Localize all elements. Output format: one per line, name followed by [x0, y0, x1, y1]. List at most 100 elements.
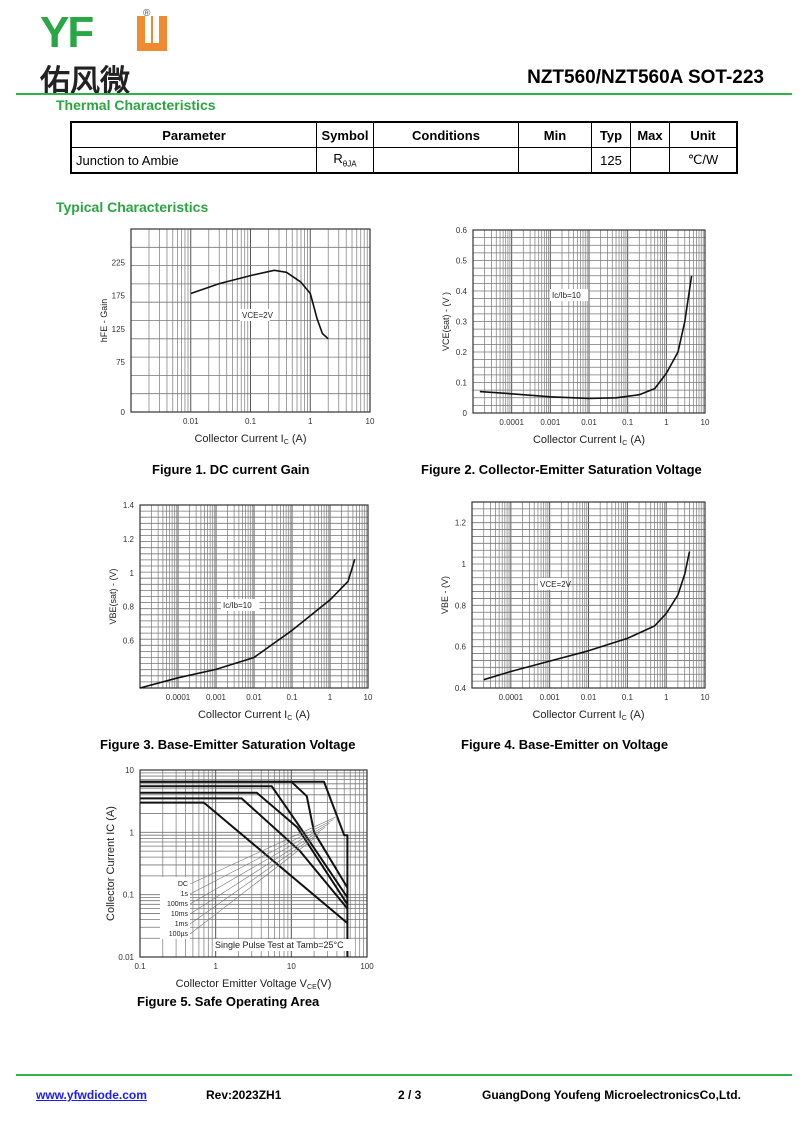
y-tick-label: 0 — [121, 408, 126, 417]
x-axis-label-unit: (A) — [292, 709, 310, 721]
legend-leader-line — [189, 819, 334, 895]
y-tick-label: 0.4 — [455, 684, 467, 693]
x-tick-label: 10 — [366, 417, 375, 426]
y-tick-label: 0.6 — [455, 643, 467, 652]
series-line — [139, 558, 356, 689]
series-line — [483, 551, 691, 681]
table-row: Junction to Ambie RθJA 125 ℃/W — [70, 147, 738, 174]
legend-label: 1ms — [175, 921, 189, 928]
y-axis-label: hFE - Gain — [99, 299, 109, 343]
figure-1-caption: Figure 1. DC current Gain — [152, 462, 310, 477]
y-axis-label: Collector Current IC (A) — [105, 806, 117, 921]
series-line-100ms — [140, 791, 349, 905]
y-tick-label: 0.4 — [456, 287, 468, 296]
page-number: 2 / 3 — [398, 1088, 422, 1102]
x-axis-label: Collector Emitter Voltage VCE(V) — [176, 978, 332, 991]
x-tick-label: 0.01 — [581, 418, 597, 427]
legend-label: 100µs — [169, 931, 189, 938]
section-typical-heading: Typical Characteristics — [56, 199, 209, 215]
series-line-10ms — [140, 785, 349, 899]
x-tick-label: 1 — [308, 417, 313, 426]
x-tick-label: 0.0001 — [499, 693, 524, 702]
x-tick-label: 0.001 — [206, 693, 227, 702]
y-tick-label: 1.4 — [123, 501, 135, 510]
legend-leader-line — [189, 816, 338, 885]
x-tick-label: 0.1 — [245, 417, 257, 426]
y-tick-label: 1.2 — [455, 519, 467, 528]
y-tick-label: 0 — [463, 409, 468, 418]
plot-frame — [139, 769, 368, 958]
x-tick-label: 10 — [287, 962, 296, 971]
chart-annotation: VCE=2V — [242, 311, 274, 320]
figure-3-caption: Figure 3. Base-Emitter Saturation Voltag… — [100, 737, 356, 752]
y-tick-label: 0.8 — [123, 603, 135, 612]
x-axis-label-main: Collector Emitter Voltage V — [176, 978, 308, 990]
website-link[interactable]: www.yfwdiode.com — [36, 1088, 147, 1102]
legend-label: DC — [178, 881, 188, 888]
y-tick-label: 0.01 — [118, 953, 134, 962]
x-tick-label: 0.0001 — [499, 418, 524, 427]
annotation-background — [213, 939, 355, 951]
y-tick-label: 1 — [462, 560, 467, 569]
plot-frame — [130, 228, 371, 413]
x-tick-label: 0.1 — [134, 962, 146, 971]
x-tick-label: 0.01 — [183, 417, 199, 426]
x-axis-label-sub: C — [622, 440, 627, 447]
x-axis-label-main: Collector Current I — [198, 709, 287, 721]
thermal-table: Parameter Symbol Conditions Min Typ Max … — [70, 121, 738, 174]
company-name: GuangDong Youfeng MicroelectronicsCo,Ltd… — [482, 1088, 741, 1102]
x-axis-label-sub: C — [284, 439, 289, 446]
series-line-1s — [140, 797, 349, 910]
y-tick-label: 10 — [125, 766, 134, 775]
annotation-background — [240, 309, 270, 321]
annotation-background — [538, 578, 568, 590]
x-axis-label-unit: (V) — [317, 978, 332, 990]
y-tick-label: 0.2 — [456, 348, 468, 357]
annotation-background — [221, 599, 260, 611]
plot-frame — [139, 504, 369, 689]
x-tick-label: 0.1 — [622, 418, 634, 427]
x-tick-label: 0.01 — [246, 693, 262, 702]
legend-leader-line — [189, 827, 326, 915]
y-tick-label: 1 — [130, 828, 135, 837]
document-title: NZT560/NZT560A SOT-223 — [527, 67, 764, 88]
x-tick-label: 0.001 — [540, 693, 561, 702]
x-tick-label: 0.0001 — [166, 693, 191, 702]
x-axis-label-unit: (A) — [627, 434, 645, 446]
legend-leader-line — [189, 832, 321, 925]
y-tick-label: 175 — [112, 292, 126, 301]
y-tick-label: 1 — [130, 569, 135, 578]
section-thermal-heading: Thermal Characteristics — [56, 97, 216, 113]
table-header-row: Parameter Symbol Conditions Min Typ Max … — [70, 121, 738, 148]
series-line — [190, 269, 329, 340]
y-tick-label: 125 — [112, 325, 126, 334]
x-axis-label-unit: (A) — [289, 433, 307, 445]
fig1-chart: 0.01 0.1 1 10 0 75 125 175 225 Collector Current … — [99, 228, 375, 446]
x-tick-label: 1 — [213, 962, 218, 971]
legend-label: 1s — [181, 891, 189, 898]
x-tick-label: 10 — [364, 693, 373, 702]
company-logo: YF ® 佑风微 — [40, 4, 167, 98]
series-line — [479, 275, 693, 400]
series-line-1ms — [140, 780, 349, 889]
y-axis-label: VBE(sat) - (V) — [108, 568, 118, 624]
legend-leader-line — [189, 838, 315, 935]
x-tick-label: 0.1 — [622, 693, 634, 702]
x-tick-label: 100 — [360, 962, 374, 971]
x-tick-label: 1 — [664, 418, 669, 427]
x-axis-label-main: Collector Current I — [532, 709, 621, 721]
plot-frame — [471, 501, 706, 689]
chart-annotation: VCE=2V — [540, 580, 572, 589]
y-axis-label: VBE - (V) — [440, 576, 450, 614]
x-tick-label: 1 — [664, 693, 669, 702]
chart-annotation: Single Pulse Test at Tamb=25°C — [215, 940, 344, 950]
x-axis-label-main: Collector Current I — [533, 434, 622, 446]
chart-annotation: Ic/Ib=10 — [552, 291, 581, 300]
x-axis-label: Collector Current IC (A) — [532, 709, 644, 722]
legend-leader-line — [189, 822, 330, 905]
x-axis-label-sub: C — [622, 715, 627, 722]
revision: Rev:2023ZH1 — [206, 1088, 282, 1102]
